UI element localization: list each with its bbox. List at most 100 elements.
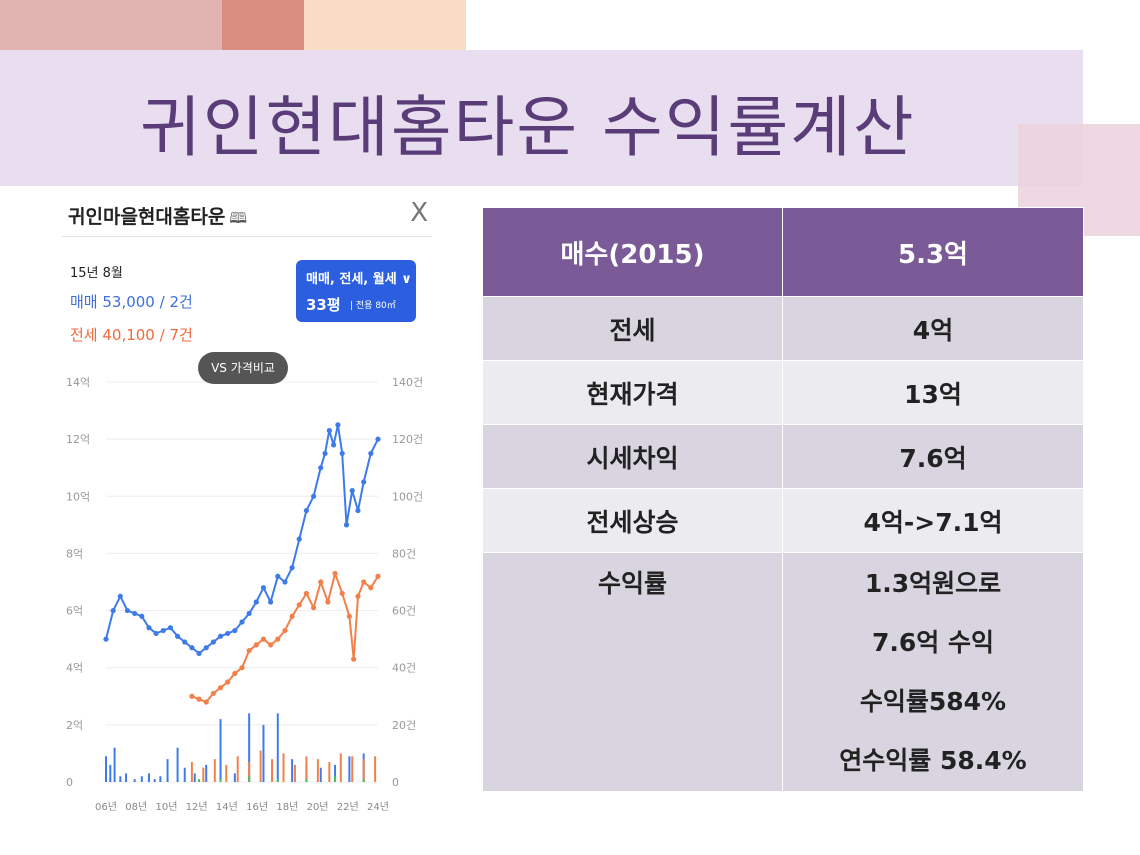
data-point	[339, 590, 345, 597]
complex-name: 귀인마을현대홈타운	[68, 206, 226, 228]
data-point	[174, 633, 181, 639]
slide-title: 귀인현대홈타운 수익률계산	[140, 89, 916, 166]
y-left-tick-label: 0	[66, 776, 73, 789]
data-point	[246, 610, 252, 617]
data-point	[351, 656, 357, 662]
y-right-tick-label: 140건	[392, 376, 423, 389]
data-point	[124, 607, 131, 614]
data-point	[268, 642, 274, 648]
title-band	[0, 50, 1083, 186]
return-label: 수익률	[482, 552, 783, 792]
row-label: 전세	[482, 296, 783, 361]
data-point	[268, 599, 274, 605]
x-tick-label: 24년	[367, 801, 389, 813]
data-point	[349, 487, 355, 494]
table-row: 시세차익 7.6억	[482, 424, 1084, 489]
exclusive-area: | 전용 80㎡	[350, 301, 396, 311]
y-left-tick-label: 2억	[66, 719, 83, 732]
y-left-tick-label: 14억	[66, 376, 90, 389]
y-right-tick-label: 60건	[392, 605, 416, 618]
data-point	[253, 642, 259, 648]
data-point	[289, 565, 295, 571]
data-point	[189, 693, 195, 699]
x-tick-label: 22년	[337, 801, 359, 813]
return-calculation-table: 매수(2015) 5.3억 전세 4억 현재가격 13억 시세차익 7.6억 전…	[482, 207, 1084, 792]
row-value: 13억	[782, 360, 1084, 425]
data-point	[368, 450, 374, 457]
data-point	[346, 613, 352, 619]
x-tick-label: 14년	[216, 801, 238, 813]
data-point	[117, 593, 123, 599]
vs-compare-button[interactable]: VS 가격비교	[198, 352, 288, 384]
data-point	[296, 602, 302, 608]
apartment-price-panel: 귀인마을현대홈타운 🕮 X 15년 8월 매매 53,000 / 2건 전세 40…	[58, 192, 436, 832]
y-left-tick-label: 8억	[66, 547, 83, 560]
data-point	[189, 645, 195, 651]
data-point	[132, 610, 138, 617]
data-point	[310, 493, 317, 499]
y-left-tick-label: 10억	[66, 490, 90, 503]
return-line: 7.6억 수익	[872, 628, 994, 657]
x-tick-label: 16년	[246, 801, 268, 813]
data-point	[322, 450, 328, 457]
data-point	[210, 639, 216, 645]
data-point	[339, 450, 345, 457]
return-value: 1.3억원으로 7.6억 수익 수익률584% 연수익률 58.4%	[782, 552, 1084, 792]
panel-divider	[62, 236, 432, 237]
table-row: 전세상승 4억->7.1억	[482, 488, 1084, 553]
y-right-tick-label: 20건	[392, 719, 416, 732]
return-line: 1.3억원으로	[864, 569, 1002, 598]
data-point	[318, 465, 324, 471]
data-point	[103, 636, 109, 642]
data-point	[196, 696, 202, 702]
data-point	[246, 647, 252, 654]
table-row: 전세 4억	[482, 296, 1084, 361]
sale-price-summary: 매매 53,000 / 2건	[70, 293, 193, 311]
data-point	[361, 479, 367, 485]
table-row: 현재가격 13억	[482, 360, 1084, 425]
pyeong-size: 33평	[306, 296, 341, 314]
table-header-row: 매수(2015) 5.3억	[482, 207, 1084, 297]
purchase-price-header: 5.3억	[782, 207, 1084, 297]
series-line	[191, 569, 379, 704]
x-tick-label: 08년	[125, 801, 147, 813]
row-value: 7.6억	[782, 424, 1084, 489]
data-point	[182, 639, 188, 645]
y-left-tick-label: 12억	[66, 433, 90, 446]
data-point	[217, 633, 224, 639]
data-point	[282, 627, 288, 634]
return-line: 연수익률 58.4%	[839, 746, 1027, 775]
x-tick-label: 18년	[276, 801, 298, 813]
data-point	[196, 650, 202, 657]
y-right-tick-label: 0	[392, 776, 399, 789]
data-point	[167, 625, 174, 631]
purchase-year-header: 매수(2015)	[482, 207, 783, 297]
y-right-tick-label: 40건	[392, 662, 416, 675]
data-point	[153, 630, 159, 637]
map-book-icon[interactable]: 🕮	[229, 209, 248, 227]
x-tick-label: 06년	[95, 801, 117, 813]
data-point	[310, 605, 317, 611]
data-point	[239, 619, 245, 625]
data-point	[355, 507, 361, 514]
data-point	[203, 645, 209, 651]
row-label: 현재가격	[482, 360, 783, 425]
data-point	[160, 627, 166, 634]
x-tick-label: 10년	[155, 801, 177, 813]
deal-type-filter-label: 매매, 전세, 월세 ∨	[306, 272, 412, 287]
row-value: 4억->7.1억	[782, 488, 1084, 553]
y-left-tick-label: 6억	[66, 605, 83, 618]
row-label: 전세상승	[482, 488, 783, 553]
data-point	[253, 599, 259, 605]
data-point	[282, 579, 288, 585]
x-tick-label: 12년	[186, 801, 208, 813]
deal-type-filter-button[interactable]: 매매, 전세, 월세 ∨ 33평 | 전용 80㎡	[296, 260, 416, 322]
data-point	[146, 625, 152, 631]
series-line	[105, 424, 379, 655]
data-point	[331, 442, 337, 448]
data-point	[275, 573, 281, 579]
data-point	[318, 579, 324, 585]
close-button[interactable]: X	[410, 198, 428, 228]
y-left-tick-label: 4억	[66, 662, 83, 675]
x-tick-label: 20년	[307, 801, 329, 813]
